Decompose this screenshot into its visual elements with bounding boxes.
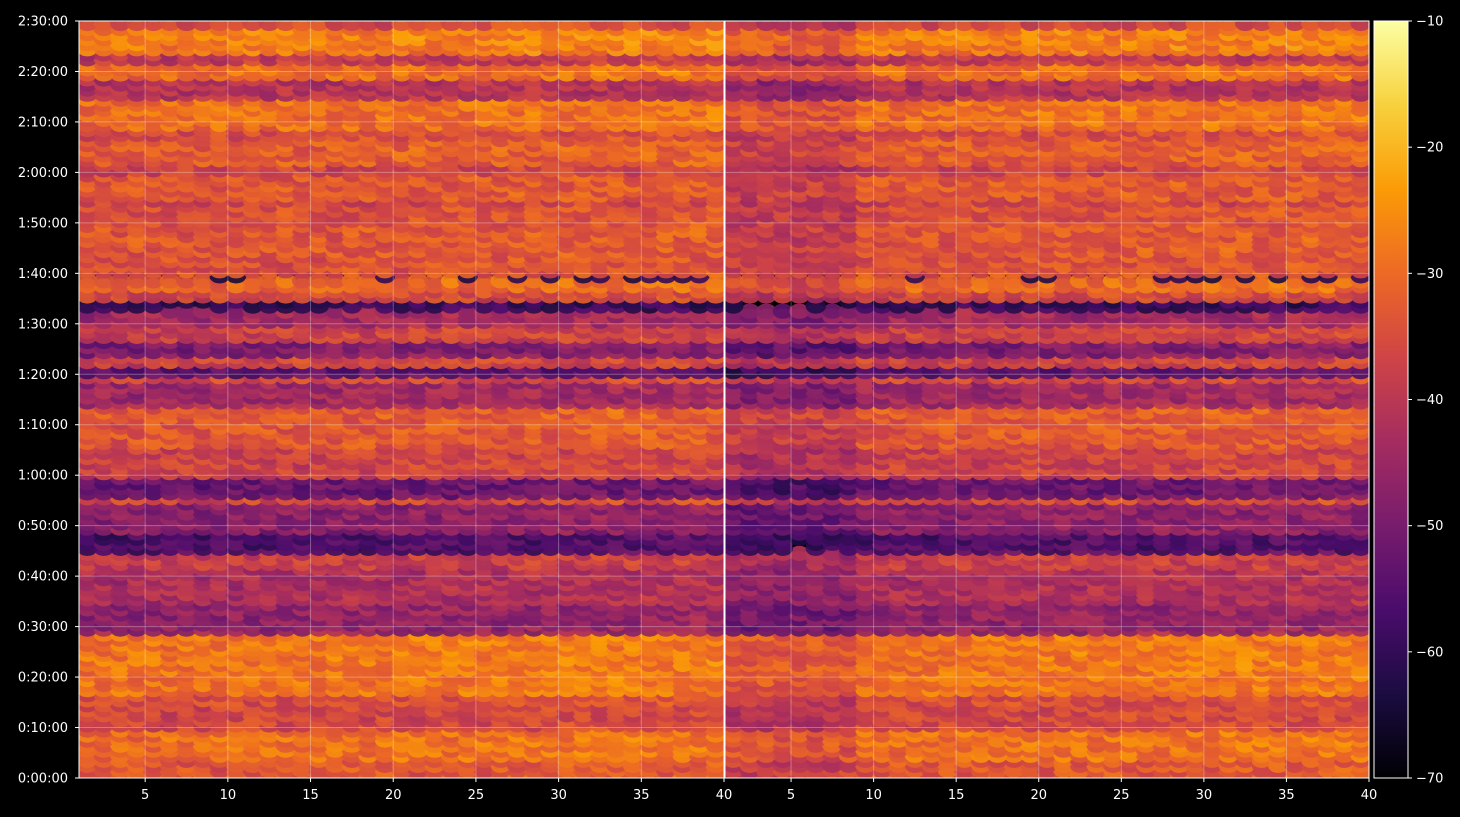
heatmap-panel-left — [79, 21, 724, 778]
